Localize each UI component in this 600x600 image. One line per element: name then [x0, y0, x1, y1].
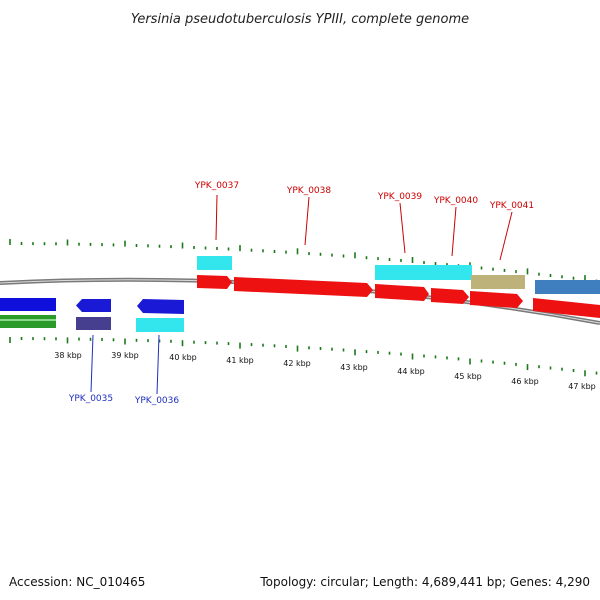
gene-label-ypk-0037[interactable]: YPK_0037: [194, 181, 239, 191]
genome-summary-text: Topology: circular; Length: 4,689,441 bp…: [259, 575, 590, 589]
accession-text: Accession: NC_010465: [9, 575, 145, 589]
reverse-strand-features: [0, 298, 184, 332]
gene-label-ypk-0039[interactable]: YPK_0039: [377, 192, 423, 202]
gene-bar-ypk-0036[interactable]: [136, 318, 184, 332]
gene-label-ypk-0038[interactable]: YPK_0038: [286, 186, 332, 196]
gene-arrow-ypk-0041[interactable]: [470, 291, 523, 308]
kbp-label: 44 kbp: [397, 367, 425, 376]
forward-strand-features: [197, 256, 600, 318]
map-title: Yersinia pseudotuberculosis YPIII, compl…: [131, 12, 469, 27]
gene-rna-bar[interactable]: [0, 315, 56, 328]
gene-bar-ypk-0037[interactable]: [197, 256, 232, 270]
kbp-label: 40 kbp: [169, 353, 197, 362]
gene-label-ypk-0041[interactable]: YPK_0041: [489, 201, 534, 211]
gene-bar-next[interactable]: [535, 280, 600, 294]
gene-arrow-ypk-0038[interactable]: [234, 277, 373, 297]
gene-arrow-ypk-0036[interactable]: [137, 299, 184, 314]
gene-bar-ypk-0035[interactable]: [76, 317, 111, 330]
gene-arrow-next[interactable]: [533, 298, 600, 318]
kbp-label: 41 kbp: [226, 356, 254, 365]
gene-bar-ypk-0041[interactable]: [471, 275, 525, 289]
kbp-label: 45 kbp: [454, 372, 482, 381]
gene-bar-ypk-0039[interactable]: [375, 265, 472, 280]
bottom-tick-marks: [9, 337, 598, 377]
gene-label-ypk-0035[interactable]: YPK_0035: [68, 394, 113, 404]
kbp-label: 38 kbp: [54, 351, 82, 360]
gene-arrow-reverse[interactable]: [0, 298, 56, 311]
kbp-label: 43 kbp: [340, 363, 368, 372]
forward-gene-labels: YPK_0037 YPK_0038 YPK_0039 YPK_0040 YPK_…: [194, 181, 534, 261]
kbp-label: 39 kbp: [111, 351, 139, 360]
gene-arrow-ypk-0039[interactable]: [375, 284, 429, 301]
kbp-scale-labels: 38 kbp 39 kbp 40 kbp 41 kbp 42 kbp 43 kb…: [54, 351, 596, 391]
gene-arrow-ypk-0035[interactable]: [76, 299, 111, 312]
kbp-label: 42 kbp: [283, 359, 311, 368]
kbp-label: 47 kbp: [568, 382, 596, 391]
reverse-gene-labels: YPK_0035 YPK_0036: [68, 334, 180, 406]
gene-label-ypk-0040[interactable]: YPK_0040: [433, 196, 479, 206]
gene-arrow-ypk-0040[interactable]: [431, 288, 469, 304]
gene-label-ypk-0036[interactable]: YPK_0036: [134, 396, 180, 406]
gene-arrow-ypk-0037[interactable]: [197, 275, 232, 289]
kbp-label: 46 kbp: [511, 377, 539, 386]
